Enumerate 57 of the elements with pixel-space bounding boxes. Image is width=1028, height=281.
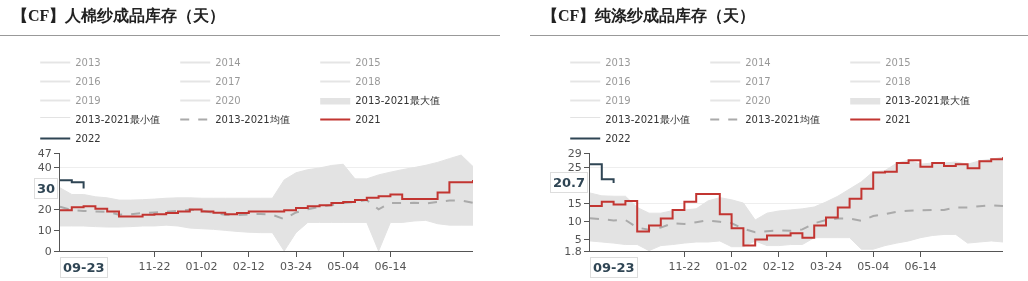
legend-label: 2018 — [885, 76, 911, 88]
legend-label: 2013-2021最大值 — [885, 95, 970, 107]
legend-label: 2014 — [215, 57, 241, 69]
annotation: 30 — [37, 181, 56, 196]
x-tick-label: 06-14 — [904, 260, 937, 274]
legend-label: 2013-2021最大值 — [355, 95, 440, 107]
legend-label: 2013-2021均值 — [745, 114, 820, 126]
chart-title: 【CF】纯涤纱成品库存（天） — [542, 6, 756, 26]
x-tick-label: 11-22 — [668, 260, 701, 274]
y-tick-label: 10 — [37, 224, 52, 237]
y-tick-label: 25 — [567, 161, 582, 175]
legend-label: 2015 — [885, 57, 911, 69]
legend-label: 2013 — [605, 57, 631, 69]
x-tick-label: 03-24 — [280, 260, 312, 274]
x-tick-label: 06-14 — [374, 260, 407, 274]
x-tick-label: 11-22 — [138, 260, 171, 274]
legend-label: 2016 — [75, 76, 101, 88]
text: 09-23 — [593, 260, 635, 275]
y-tick-label: 10 — [567, 215, 582, 229]
legend-label: 2016 — [605, 76, 631, 88]
y-tick-label: 1.8 — [564, 244, 582, 258]
line-series — [60, 199, 473, 221]
y-tick-label: 47 — [37, 146, 52, 160]
legend-label: 2022 — [75, 133, 101, 145]
y-tick-label: 5 — [574, 233, 582, 247]
y-tick-label: 20 — [37, 203, 52, 217]
legend-label: 2013-2021均值 — [215, 114, 290, 126]
y-tick-label: 29 — [567, 146, 582, 160]
legend-label: 2022 — [605, 133, 631, 145]
y-tick-label: 15 — [567, 197, 582, 211]
y-tick-label: 40 — [37, 161, 52, 175]
legend-label: 2015 — [355, 57, 381, 69]
x-tick-label: 01-02 — [185, 260, 218, 274]
legend-label: 2021 — [355, 114, 381, 126]
x-tick-label: 02-12 — [232, 260, 265, 274]
legend-label: 2018 — [355, 76, 381, 88]
legend-label: 2019 — [75, 95, 101, 107]
legend-label: 2019 — [605, 95, 631, 107]
legend-label: 2013-2021最小值 — [605, 114, 690, 126]
chart-title: 【CF】人棉纱成品库存（天） — [12, 6, 226, 26]
line-series — [590, 204, 1003, 234]
legend-label: 2020 — [215, 95, 241, 107]
x-tick-label: 01-02 — [715, 260, 748, 274]
legend-label: 2020 — [745, 95, 771, 107]
text: 09-23 — [63, 260, 105, 275]
legend-label: 2021 — [885, 114, 911, 126]
x-tick-label: 03-24 — [810, 260, 842, 274]
x-tick-label: 05-04 — [327, 260, 360, 274]
x-tick-label: 02-12 — [762, 260, 795, 274]
legend-label: 2014 — [745, 57, 771, 69]
legend-label: 2013 — [75, 57, 101, 69]
y-tick-label: 0 — [44, 244, 52, 258]
annotation: 20.7 — [553, 175, 586, 190]
legend-label: 2017 — [745, 76, 771, 88]
legend-label: 2013-2021最小值 — [75, 114, 160, 126]
x-tick-label: 05-04 — [857, 260, 890, 274]
legend-label: 2017 — [215, 76, 241, 88]
